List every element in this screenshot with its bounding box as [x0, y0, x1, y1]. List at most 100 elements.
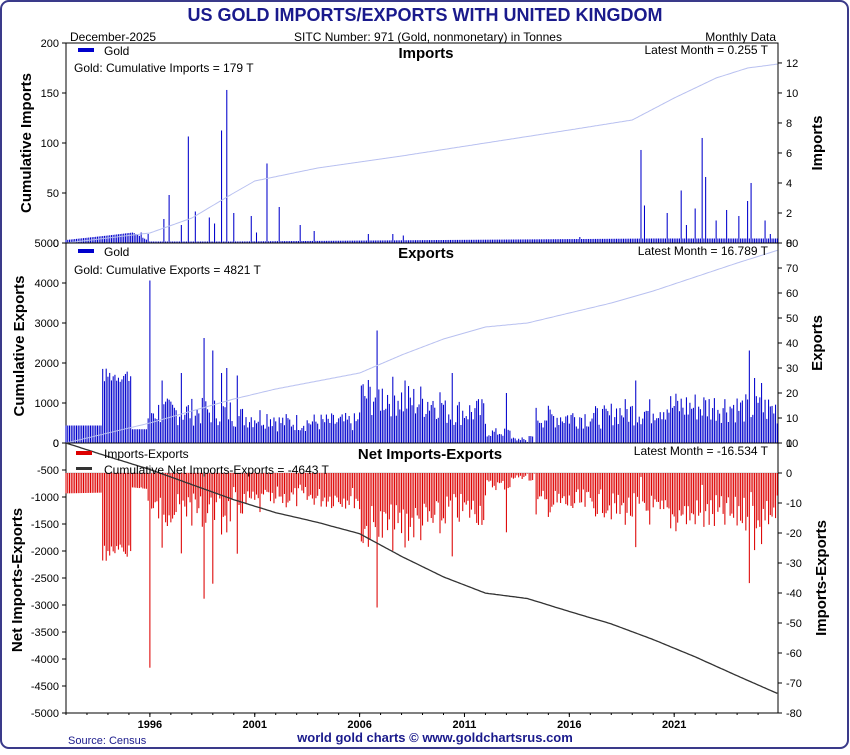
monthly-bar [103, 473, 105, 546]
monthly-bar [595, 473, 597, 517]
monthly-bar [196, 409, 198, 443]
monthly-bar [329, 473, 331, 497]
monthly-bar [243, 473, 245, 494]
left-tick-label: 0 [53, 438, 59, 450]
monthly-bar [455, 422, 457, 443]
monthly-bar [579, 237, 581, 243]
monthly-bar [647, 410, 649, 443]
monthly-bar [460, 239, 462, 243]
net-bars [65, 473, 778, 668]
monthly-bar [198, 241, 200, 243]
monthly-bar [170, 241, 172, 243]
monthly-bar [147, 418, 149, 443]
monthly-bar [441, 240, 443, 243]
monthly-bar [248, 473, 251, 498]
monthly-bar [458, 473, 460, 522]
monthly-bar [364, 240, 366, 243]
monthly-bar [434, 240, 436, 243]
monthly-bar [507, 429, 509, 443]
monthly-bar [706, 473, 708, 505]
exports-legend-cumulative: Gold: Cumulative Exports = 4821 T [74, 263, 262, 277]
monthly-bar [703, 473, 705, 527]
monthly-bar [427, 240, 429, 243]
monthly-bar [722, 238, 724, 243]
monthly-bar [703, 238, 705, 243]
monthly-bar [278, 473, 280, 497]
monthly-bar [708, 473, 710, 525]
monthly-bar [607, 238, 609, 243]
monthly-bar [238, 473, 240, 505]
monthly-bar [392, 376, 394, 443]
monthly-bar [505, 393, 507, 443]
monthly-bar [652, 238, 654, 243]
monthly-bar [516, 473, 518, 476]
monthly-bar [537, 239, 539, 243]
monthly-bar [762, 238, 764, 243]
right-tick-label: 10 [786, 438, 798, 450]
net-latest: Latest Month = -16.534 T [634, 444, 769, 458]
monthly-bar [504, 428, 506, 443]
monthly-bar [715, 220, 717, 243]
monthly-bar [327, 473, 329, 502]
net-right-axis-label: Imports-Exports [813, 520, 830, 636]
monthly-bar [331, 240, 333, 243]
monthly-bar [561, 421, 563, 443]
monthly-bar [215, 241, 217, 243]
monthly-bar [586, 238, 588, 243]
chart-title: US GOLD IMPORTS/EXPORTS WITH UNITED KING… [187, 5, 662, 25]
monthly-bar [67, 473, 69, 494]
monthly-bar [724, 399, 726, 443]
monthly-bar [82, 473, 84, 494]
monthly-bar [631, 238, 633, 243]
monthly-bar [731, 473, 733, 514]
monthly-bar [219, 473, 221, 499]
right-tick-label: 40 [786, 338, 798, 350]
monthly-bar [109, 235, 111, 243]
monthly-bar [633, 238, 635, 243]
monthly-bar [280, 423, 282, 443]
monthly-bar [397, 400, 399, 443]
monthly-bar [600, 428, 602, 443]
monthly-bar [149, 473, 151, 668]
monthly-bar [107, 473, 109, 552]
monthly-bar [292, 473, 294, 495]
left-tick-label: -2500 [31, 573, 59, 585]
monthly-bar [565, 473, 567, 505]
monthly-bar [126, 371, 128, 443]
monthly-bar [427, 473, 429, 522]
monthly-bar [322, 240, 324, 243]
monthly-bar [275, 241, 277, 243]
monthly-bar [380, 240, 382, 243]
monthly-bar [519, 239, 521, 243]
monthly-bar [241, 241, 244, 243]
monthly-bar [177, 473, 179, 495]
monthly-bar [296, 415, 298, 443]
net-legend-swatch-bars [76, 451, 92, 455]
monthly-bar [752, 473, 754, 506]
monthly-bar [528, 473, 530, 481]
monthly-bar [582, 428, 584, 443]
net-legend-swatch-line [76, 467, 92, 470]
monthly-bar [685, 225, 687, 243]
monthly-bar [138, 473, 140, 489]
monthly-bar [144, 473, 146, 489]
monthly-bar [290, 241, 292, 243]
monthly-bar [684, 473, 686, 507]
monthly-bar [137, 473, 139, 488]
monthly-bar [446, 239, 448, 243]
monthly-bar [687, 238, 689, 243]
monthly-bar [320, 473, 322, 507]
monthly-bar [771, 405, 773, 443]
monthly-bar [526, 473, 528, 474]
monthly-bar [196, 241, 198, 243]
monthly-bar [266, 473, 268, 492]
monthly-bar [476, 400, 478, 443]
monthly-bar [196, 473, 198, 514]
monthly-bar [656, 418, 658, 443]
monthly-bar [747, 399, 749, 443]
monthly-bar [151, 241, 153, 243]
monthly-bar [68, 473, 71, 494]
monthly-bar [296, 473, 298, 507]
monthly-bar [741, 400, 743, 443]
exports-panel-title: Exports [398, 245, 454, 262]
